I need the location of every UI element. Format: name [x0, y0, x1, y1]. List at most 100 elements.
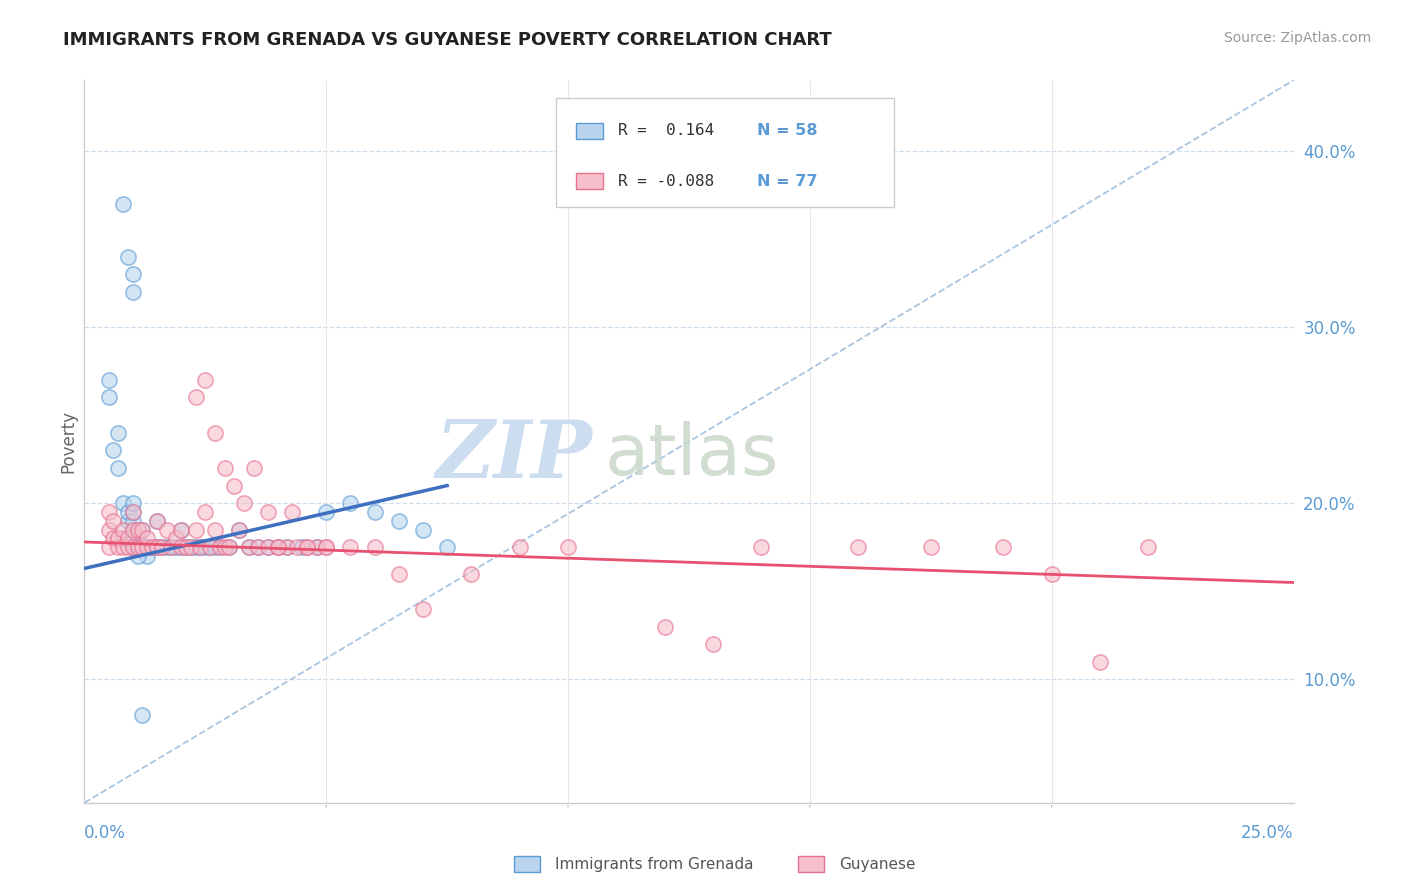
Point	[136, 532, 159, 546]
Point	[190, 541, 212, 555]
Point	[267, 541, 290, 555]
Point	[267, 541, 290, 555]
Bar	[576, 173, 603, 189]
Point	[315, 541, 337, 555]
Point	[136, 549, 159, 563]
Point	[107, 532, 129, 546]
Point	[97, 523, 120, 537]
Point	[460, 566, 482, 581]
Point	[150, 541, 173, 555]
Point	[127, 532, 149, 546]
Point	[291, 541, 314, 555]
Point	[121, 285, 143, 299]
Point	[121, 541, 143, 555]
Point	[267, 541, 290, 555]
Text: Immigrants from Grenada: Immigrants from Grenada	[555, 856, 754, 871]
Point	[305, 541, 328, 555]
Point	[146, 514, 169, 528]
Point	[228, 523, 250, 537]
Point	[117, 532, 139, 546]
Text: Guyanese: Guyanese	[839, 856, 915, 871]
Point	[204, 425, 226, 440]
Point	[184, 523, 207, 537]
Point	[388, 566, 411, 581]
Point	[557, 541, 579, 555]
Point	[112, 532, 135, 546]
Point	[1040, 566, 1063, 581]
Bar	[576, 123, 603, 139]
Point	[146, 541, 169, 555]
Bar	[513, 856, 540, 872]
Text: R = -0.088: R = -0.088	[617, 174, 714, 189]
Point	[170, 523, 193, 537]
Point	[170, 523, 193, 537]
Point	[112, 196, 135, 211]
Point	[127, 523, 149, 537]
Point	[103, 443, 125, 458]
Point	[654, 619, 676, 633]
Point	[276, 541, 298, 555]
Point	[305, 541, 328, 555]
Point	[1088, 655, 1111, 669]
Point	[339, 541, 361, 555]
Point	[121, 267, 143, 281]
Point	[117, 541, 139, 555]
Point	[184, 391, 207, 405]
Point	[131, 523, 153, 537]
Point	[165, 541, 187, 555]
Point	[180, 541, 202, 555]
Point	[121, 523, 143, 537]
Point	[131, 707, 153, 722]
Text: R =  0.164: R = 0.164	[617, 123, 714, 138]
Point	[233, 496, 256, 510]
Point	[112, 496, 135, 510]
Point	[194, 505, 217, 519]
Point	[218, 541, 240, 555]
Point	[412, 602, 434, 616]
Point	[208, 541, 231, 555]
Text: N = 77: N = 77	[756, 174, 817, 189]
Point	[339, 496, 361, 510]
Point	[363, 505, 385, 519]
Text: atlas: atlas	[605, 422, 779, 491]
Point	[112, 523, 135, 537]
Point	[285, 541, 308, 555]
Text: IMMIGRANTS FROM GRENADA VS GUYANESE POVERTY CORRELATION CHART: IMMIGRANTS FROM GRENADA VS GUYANESE POVE…	[63, 31, 832, 49]
Point	[155, 523, 177, 537]
Point	[121, 505, 143, 519]
Text: Source: ZipAtlas.com: Source: ZipAtlas.com	[1223, 31, 1371, 45]
Point	[190, 541, 212, 555]
Point	[150, 541, 173, 555]
Point	[155, 541, 177, 555]
Point	[1137, 541, 1160, 555]
Point	[174, 541, 197, 555]
Point	[194, 541, 217, 555]
Point	[436, 541, 458, 555]
Point	[117, 250, 139, 264]
Text: 0.0%: 0.0%	[84, 824, 127, 842]
Point	[127, 541, 149, 555]
Point	[257, 505, 280, 519]
Point	[160, 541, 183, 555]
Point	[121, 514, 143, 528]
Point	[388, 514, 411, 528]
Text: N = 58: N = 58	[756, 123, 817, 138]
Point	[107, 541, 129, 555]
Point	[257, 541, 280, 555]
Point	[276, 541, 298, 555]
Point	[97, 391, 120, 405]
Point	[174, 541, 197, 555]
Point	[131, 541, 153, 555]
Bar	[797, 856, 824, 872]
Point	[165, 532, 187, 546]
Point	[238, 541, 260, 555]
Point	[127, 549, 149, 563]
Point	[97, 373, 120, 387]
Point	[509, 541, 531, 555]
Point	[184, 541, 207, 555]
Point	[412, 523, 434, 537]
Point	[136, 541, 159, 555]
Point	[121, 505, 143, 519]
Point	[920, 541, 942, 555]
Point	[117, 514, 139, 528]
